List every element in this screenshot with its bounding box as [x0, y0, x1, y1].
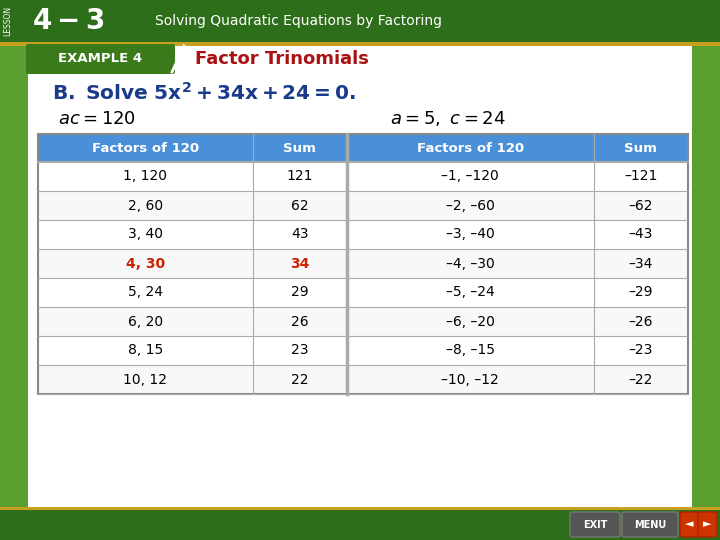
FancyBboxPatch shape [38, 191, 688, 220]
Text: Factor Trinomials: Factor Trinomials [195, 50, 369, 68]
Text: 29: 29 [291, 286, 308, 300]
Text: ◄: ◄ [685, 519, 694, 530]
FancyBboxPatch shape [0, 0, 720, 42]
Text: 1, 120: 1, 120 [123, 170, 167, 184]
Text: –1, –120: –1, –120 [441, 170, 499, 184]
Text: Sum: Sum [283, 141, 316, 154]
FancyBboxPatch shape [26, 44, 175, 74]
FancyBboxPatch shape [0, 507, 720, 510]
FancyBboxPatch shape [38, 220, 688, 249]
FancyBboxPatch shape [680, 512, 699, 537]
Text: $a = 5,\ c = 24$: $a = 5,\ c = 24$ [390, 110, 505, 129]
Text: –10, –12: –10, –12 [441, 373, 499, 387]
FancyBboxPatch shape [28, 42, 692, 508]
Text: Factors of 120: Factors of 120 [91, 141, 199, 154]
Text: 6, 20: 6, 20 [127, 314, 163, 328]
FancyBboxPatch shape [38, 249, 688, 278]
Text: ►: ► [703, 519, 712, 530]
FancyBboxPatch shape [38, 162, 688, 191]
FancyBboxPatch shape [698, 512, 717, 537]
Text: $ac = 120$: $ac = 120$ [58, 110, 136, 128]
FancyBboxPatch shape [38, 365, 688, 394]
Text: 62: 62 [291, 199, 308, 213]
Text: –8, –15: –8, –15 [446, 343, 495, 357]
Text: 26: 26 [291, 314, 308, 328]
Text: MENU: MENU [634, 519, 666, 530]
Text: 8, 15: 8, 15 [127, 343, 163, 357]
Text: –2, –60: –2, –60 [446, 199, 495, 213]
FancyBboxPatch shape [0, 42, 720, 46]
Text: EXAMPLE 4: EXAMPLE 4 [58, 52, 142, 65]
Text: 10, 12: 10, 12 [123, 373, 167, 387]
Text: Solving Quadratic Equations by Factoring: Solving Quadratic Equations by Factoring [155, 14, 442, 28]
Text: LESSON: LESSON [4, 6, 12, 36]
Text: 121: 121 [287, 170, 313, 184]
Text: 34: 34 [290, 256, 310, 271]
Text: $\mathbf{B.\ Solve\ 5x^{2}+34x+24=0.}$: $\mathbf{B.\ Solve\ 5x^{2}+34x+24=0.}$ [52, 82, 356, 104]
Text: EXIT: EXIT [582, 519, 607, 530]
Text: –4, –30: –4, –30 [446, 256, 495, 271]
Text: –5, –24: –5, –24 [446, 286, 495, 300]
Text: 23: 23 [291, 343, 308, 357]
Text: –34: –34 [629, 256, 653, 271]
FancyBboxPatch shape [38, 336, 688, 365]
Text: –29: –29 [629, 286, 653, 300]
Text: 22: 22 [291, 373, 308, 387]
Text: $\mathbf{4-3}$: $\mathbf{4-3}$ [32, 7, 104, 35]
Text: 3, 40: 3, 40 [127, 227, 163, 241]
Text: –62: –62 [629, 199, 653, 213]
Text: –22: –22 [629, 373, 653, 387]
Text: Factors of 120: Factors of 120 [417, 141, 524, 154]
Text: 4, 30: 4, 30 [126, 256, 165, 271]
Text: –121: –121 [624, 170, 657, 184]
FancyBboxPatch shape [38, 278, 688, 307]
Text: –6, –20: –6, –20 [446, 314, 495, 328]
FancyBboxPatch shape [622, 512, 678, 537]
Text: –43: –43 [629, 227, 653, 241]
Text: –26: –26 [629, 314, 653, 328]
Text: 2, 60: 2, 60 [127, 199, 163, 213]
Text: –3, –40: –3, –40 [446, 227, 495, 241]
FancyBboxPatch shape [0, 508, 720, 540]
Text: 5, 24: 5, 24 [127, 286, 163, 300]
FancyBboxPatch shape [38, 307, 688, 336]
Text: 43: 43 [291, 227, 308, 241]
Text: –23: –23 [629, 343, 653, 357]
Text: Sum: Sum [624, 141, 657, 154]
FancyBboxPatch shape [38, 134, 688, 162]
FancyBboxPatch shape [570, 512, 620, 537]
